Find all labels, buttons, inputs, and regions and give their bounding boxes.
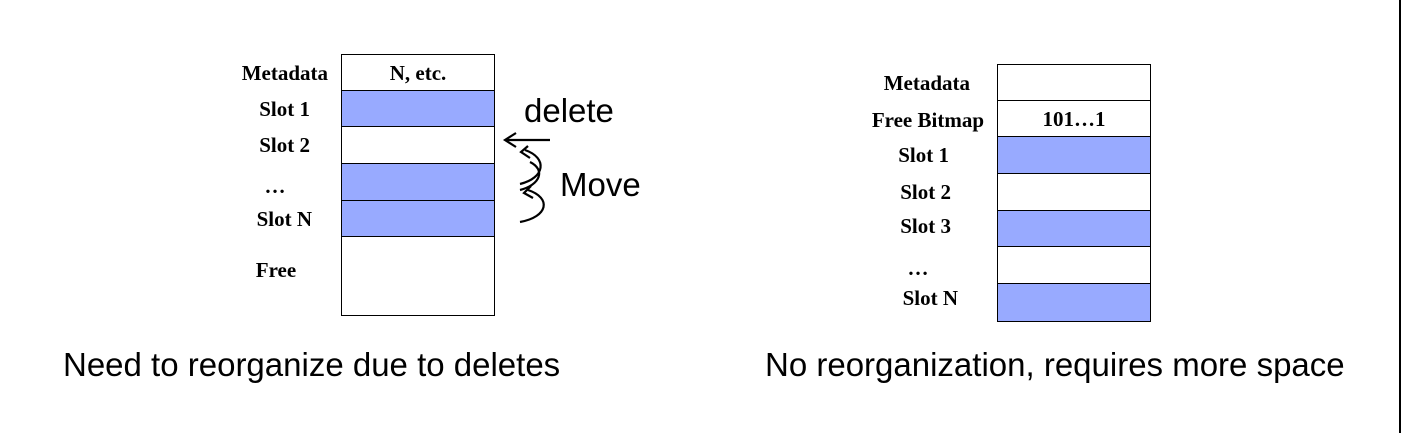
right-cell-free-bitmap: 101…1 bbox=[997, 100, 1151, 138]
right-label-free-bitmap: Free Bitmap bbox=[871, 108, 984, 132]
left-label-free: Free bbox=[255, 258, 297, 282]
right-label-slot-1: Slot 1 bbox=[898, 143, 949, 167]
right-label-slot-3: Slot 3 bbox=[900, 214, 951, 238]
right-cell-free-bitmap-text: 101…1 bbox=[1042, 107, 1106, 131]
right-label-slot-n: Slot N bbox=[902, 286, 958, 310]
right-label-ellipsis: … bbox=[907, 256, 929, 280]
right-cell-ellipsis bbox=[997, 246, 1151, 285]
left-cell-free bbox=[341, 236, 495, 316]
move-curve-upper-icon bbox=[519, 145, 542, 186]
move-label: Move bbox=[560, 166, 641, 203]
right-cell-slot-2 bbox=[997, 173, 1151, 212]
left-cell-metadata: N, etc. bbox=[341, 54, 495, 92]
right-cell-slot-n bbox=[997, 283, 1151, 322]
left-cell-slot-1 bbox=[341, 90, 495, 128]
right-caption: No reorganization, requires more space bbox=[765, 346, 1345, 383]
left-label-slot-n: Slot N bbox=[256, 207, 312, 231]
page-edge-line bbox=[1399, 0, 1401, 433]
right-cell-slot-1 bbox=[997, 136, 1151, 175]
left-label-slot-2: Slot 2 bbox=[259, 133, 310, 157]
left-label-metadata: Metadata bbox=[241, 61, 328, 85]
left-label-slot-1: Slot 1 bbox=[259, 97, 310, 121]
right-label-slot-2: Slot 2 bbox=[900, 180, 951, 204]
left-label-ellipsis: … bbox=[264, 174, 286, 198]
right-label-metadata: Metadata bbox=[883, 71, 970, 95]
delete-label: delete bbox=[524, 92, 614, 129]
right-cell-slot-3 bbox=[997, 210, 1151, 248]
left-cell-metadata-text: N, etc. bbox=[389, 61, 447, 85]
right-cell-metadata bbox=[997, 64, 1151, 102]
move-curve-lower-icon bbox=[519, 185, 545, 224]
delete-arrow-icon bbox=[502, 132, 550, 148]
move-curve-middle-icon bbox=[519, 161, 541, 192]
left-caption: Need to reorganize due to deletes bbox=[63, 346, 561, 383]
